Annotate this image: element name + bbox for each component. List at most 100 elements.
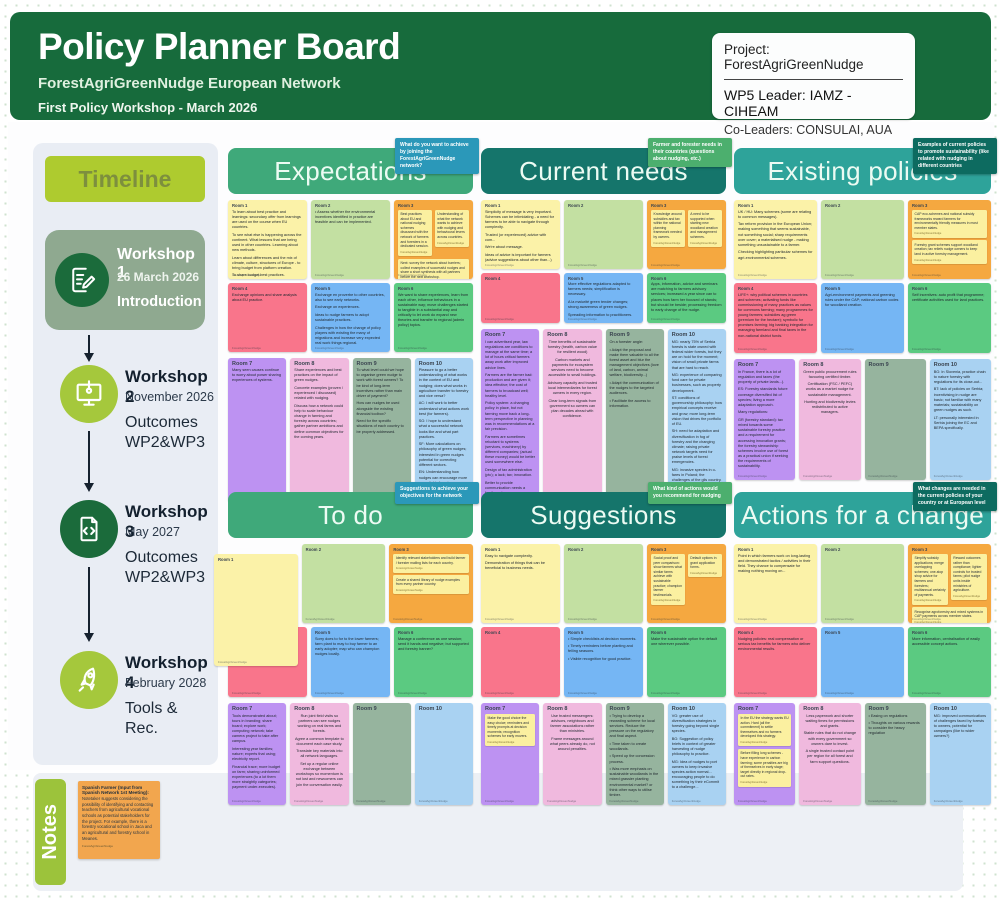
corner-note-current_needs[interactable]: Farmer and forester needs in their count… — [648, 138, 732, 167]
sticky-note-room-8[interactable]: Room 8 Green public procurement rules fav… — [799, 359, 861, 480]
sticky-note-room-8[interactable]: Room 8 Time benefits of sustainable fores… — [543, 329, 602, 507]
timeline-milestone-workshop-1[interactable]: Workshop 1 26 March 2026 Introduction — [45, 230, 205, 330]
sticky-note-room-6[interactable]: Room 6 Apps, information, advice and semi… — [647, 272, 726, 324]
sticky-note-room-10[interactable]: Room 10 ForestAgriGreenNudge — [414, 703, 473, 805]
sticky-note-room-6[interactable]: Room 6 More information, centralisation o… — [908, 627, 991, 697]
sticky-note-spanish-farmer[interactable]: Spanish Farmer (Input from Spanish Netwo… — [78, 781, 160, 859]
sticky-note-room-5[interactable]: Room 5 • Simple checklists at decision mo… — [564, 627, 643, 697]
sticky-note-room-6[interactable]: Room 6 Self incentives: auto profit that … — [908, 283, 991, 353]
sticky-note-room-1[interactable]: Room 1 Simplicity of message is very impo… — [481, 200, 560, 269]
sticky-note-room-6[interactable]: Room 6 We want to share experiences, lear… — [394, 283, 473, 352]
sticky-note-room-1[interactable]: Room 1 Easy to navigate complexity. Demons… — [481, 544, 560, 623]
sticky-note-mini[interactable]: Create a shared library of nudge example… — [393, 575, 470, 595]
sticky-note-room-3[interactable]: Room 3 Social proof and peer comparison: … — [647, 544, 726, 623]
sticky-note-room-4[interactable]: Room 4 Nudging policies: real compensatio… — [734, 627, 817, 697]
sticky-note-mini[interactable]: CAP eco-schemes and national subsidy fra… — [912, 209, 987, 238]
sticky-note-room-4[interactable]: Room 4 Exchange opinions and share analys… — [228, 283, 307, 352]
sticky-note-mini[interactable]: Default options in grant application for… — [687, 553, 722, 578]
sticky-note-room-9[interactable]: Room 9 • Easing on regulations • Thoughts … — [864, 703, 926, 805]
sticky-note-room-10[interactable]: Room 10 MG: nearly 75% of Serbia forests … — [667, 329, 726, 507]
sticky-note-room-8[interactable]: Room 8 Use trusted messengers: advisors, … — [543, 703, 602, 805]
sticky-note-room-1[interactable]: Room 1 UK / HU: Many schemes (some are re… — [734, 200, 817, 279]
sticky-note-room-10[interactable]: Room 10 BG: In Slovenia, practice chain t… — [929, 359, 991, 480]
sticky-note-room-1[interactable]: Room 1 To learn about best practice and l… — [228, 200, 307, 279]
sticky-note-room-6[interactable]: Room 6 Manage a conference as one session… — [394, 627, 473, 697]
sticky-note-room-2[interactable]: Room 2 ForestAgriGreenNudge — [564, 544, 643, 623]
sticky-note-room-5[interactable]: Room 5 More effective regulations adapted… — [564, 272, 643, 324]
sticky-note-mini[interactable]: Next: survey the network about barriers;… — [398, 258, 469, 279]
section-header-current_needs[interactable]: Current needs Farmer and forester needs i… — [481, 138, 732, 194]
sticky-note-room-7[interactable]: Room 7 In France, there is a lot of regul… — [734, 359, 796, 480]
note-room-label: Room 2 — [315, 203, 331, 208]
sticky-note-mini[interactable]: Reward outcomes rather than compliance; … — [950, 553, 987, 601]
sticky-note-room-7[interactable]: Room 7 In the EU the strategy wants EU ac… — [734, 703, 796, 805]
sticky-note-room-2[interactable]: Room 2 ForestAgriGreenNudge — [301, 544, 386, 623]
sticky-note-room-9[interactable]: Room 9 ForestAgriGreenNudge — [864, 359, 926, 480]
section-header-suggestions[interactable]: Suggestions What kind of actions would yo… — [481, 482, 732, 538]
sticky-note-mini[interactable]: Social proof and peer comparison: show f… — [651, 553, 686, 605]
sticky-note-room-10[interactable]: Room 10 Pleasure to go a better understan… — [414, 357, 473, 502]
sticky-note-room-9[interactable]: Room 9 ForestAgriGreenNudge — [352, 703, 411, 805]
timeline-milestone-workshop-2[interactable]: Workshop 2 November 2026 Outcomes WP2&WP3 — [33, 365, 218, 475]
sticky-note-room-9[interactable]: Room 9 On a forester angle: • Adapt the pr… — [605, 329, 664, 507]
corner-note-actions[interactable]: What changes are needed in the current p… — [913, 482, 997, 511]
corner-note-todo[interactable]: Suggestions to achieve your objectives f… — [395, 482, 479, 504]
sticky-note-room-7[interactable]: Room 7 Many seen causes continue to worry… — [228, 357, 287, 502]
corner-note-existing_policies[interactable]: Examples of current policies to promote … — [913, 138, 997, 174]
sticky-note-room-9[interactable]: Room 9 • Trying to develop a rewarding sc… — [605, 703, 664, 805]
sticky-note-room-2[interactable]: Room 2 ForestAgriGreenNudge — [821, 544, 904, 623]
sticky-note-room-1[interactable]: Room 1 Point in which farmers work on lon… — [734, 544, 817, 623]
sticky-note-room-8[interactable]: Room 8 Run joint field visits so partners… — [290, 703, 349, 805]
sticky-note-room-5[interactable]: Room 5 Agri-environment payments and gree… — [821, 283, 904, 353]
sticky-note-room-5[interactable]: Room 5 ForestAgriGreenNudge — [821, 627, 904, 697]
sticky-note-room-3[interactable]: Room 3 Identify relevant stakeholders and… — [389, 544, 474, 623]
section-header-actions[interactable]: Actions for a change What changes are nee… — [734, 482, 997, 538]
section-header-existing_policies[interactable]: Existing policies Examples of current pol… — [734, 138, 997, 194]
sticky-note-mini[interactable]: Recognise agroforestry and mixed systems… — [912, 607, 987, 623]
sticky-note-mini[interactable]: Simplify subsidy applications; merge ove… — [912, 553, 949, 605]
sticky-note-room-3[interactable]: Room 3 Knowledge around subsidies and tax… — [647, 200, 726, 269]
sticky-note-room-3[interactable]: Room 3 Best practices about EU and nation… — [394, 200, 473, 279]
sticky-note-room-10[interactable]: Room 10 VG: greater use of diversificatio… — [667, 703, 726, 805]
sticky-note-mini[interactable]: Make the good choice the easy choice; re… — [485, 713, 536, 747]
sticky-note-room-8[interactable]: Room 8 Share experiences and best practic… — [290, 357, 349, 502]
sticky-note-room-8[interactable]: Room 8 Less paperwork and shorter waiting… — [799, 703, 861, 805]
note-footer: ForestAgriGreenNudge — [825, 617, 854, 621]
sticky-note-room-1[interactable]: Room 1 ForestAgriGreenNudge — [214, 554, 298, 666]
sticky-note-room-4[interactable]: Room 4 LIFE+: why political schemes in co… — [734, 283, 817, 353]
sticky-note-room-4[interactable]: Room 4 ForestAgriGreenNudge — [481, 627, 560, 697]
sticky-note-room-2[interactable]: Room 2 • Assess whether the environmental… — [311, 200, 390, 279]
corner-note-suggestions[interactable]: What kind of actions would you recommend… — [648, 482, 732, 504]
notes-tab[interactable]: Notes — [35, 779, 66, 885]
sticky-note-room-6[interactable]: Room 6 Make the sustainable option the de… — [647, 627, 726, 697]
sticky-note-room-3[interactable]: Room 3 Simplify subsidy applications; mer… — [908, 544, 991, 623]
sticky-note-mini[interactable]: Before filling long schemes - have exper… — [738, 748, 792, 787]
section-header-todo[interactable]: To do Suggestions to achieve your objecti… — [228, 482, 479, 538]
note-footer: ForestAgriGreenNudge — [485, 317, 514, 322]
sticky-note-mini[interactable]: Identify relevant stakeholders and build… — [393, 553, 470, 573]
note-footer: ForestAgriGreenNudge — [825, 691, 854, 695]
sticky-note-room-5[interactable]: Room 5 Sorry does to for to the lower far… — [311, 627, 390, 697]
timeline-milestone-workshop-3[interactable]: Workshop 3 May 2027 Outcomes WP2&WP3 — [33, 500, 218, 610]
sticky-note-mini[interactable]: A need to be supported when starting new… — [687, 209, 722, 248]
note-text: Simplicity of message is very important.… — [485, 209, 555, 263]
sticky-note-room-3[interactable]: Room 3 CAP eco-schemes and national subsi… — [908, 200, 991, 279]
sticky-note-mini[interactable]: Understanding of what the network wants … — [434, 209, 469, 248]
timeline-header[interactable]: Timeline — [45, 156, 205, 202]
sticky-note-mini[interactable]: In the EU the strategy wants EU action. … — [738, 713, 792, 747]
sticky-note-room-7[interactable]: Room 7 Tools demonstrated about; tours in… — [228, 703, 287, 805]
corner-note-expectations[interactable]: What do you want to achieve by joining t… — [395, 138, 479, 174]
sticky-note-mini[interactable]: Forestry grant schemes support woodland … — [912, 240, 987, 265]
section-header-expectations[interactable]: Expectations What do you want to achieve … — [228, 138, 479, 194]
sticky-note-room-7[interactable]: Room 7 Make the good choice the easy choi… — [481, 703, 540, 805]
sticky-note-room-10[interactable]: Room 10 MG: improved communications of ch… — [929, 703, 991, 805]
sticky-note-room-5[interactable]: Room 5 Exchange en proverbe to other coun… — [311, 283, 390, 352]
timeline-milestone-workshop-4[interactable]: Workshop 4 February 2028 Tools & Rec. — [33, 651, 218, 761]
sticky-note-mini[interactable]: Knowledge around subsidies and tax withi… — [651, 209, 686, 248]
sticky-note-room-2[interactable]: Room 2 ForestAgriGreenNudge — [821, 200, 904, 279]
sticky-note-room-4[interactable]: Room 4 ForestAgriGreenNudge — [481, 272, 560, 324]
sticky-note-room-2[interactable]: Room 2 ForestAgriGreenNudge — [564, 200, 643, 269]
sticky-note-room-9[interactable]: Room 9 To what level could we hope to org… — [352, 357, 411, 502]
sticky-note-mini[interactable]: Best practices about EU and national nud… — [398, 209, 433, 257]
